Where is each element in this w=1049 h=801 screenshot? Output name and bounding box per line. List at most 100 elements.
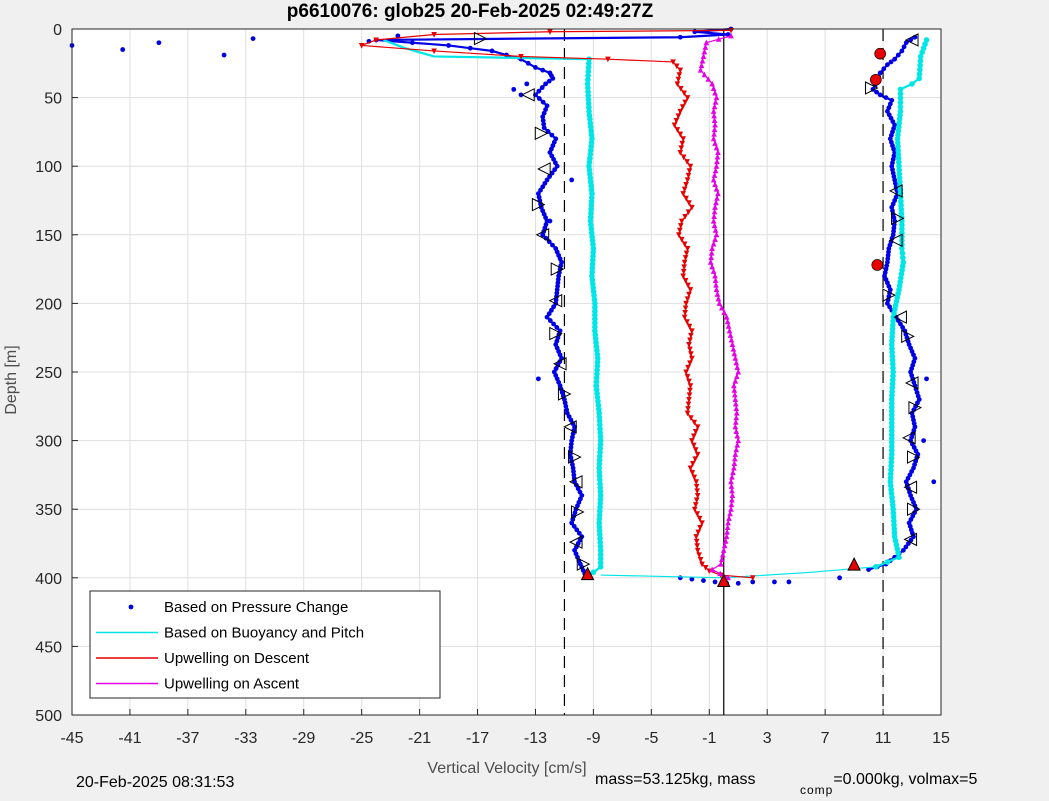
upwelling-descent-point	[431, 48, 437, 55]
upwelling-ascent-point	[711, 112, 717, 119]
axis-ticks: -45 -41 -37 -33 -29 -25 -21 -17 -13 -9 -5 -1 3 7 11 150…	[35, 22, 950, 747]
pressure-point	[701, 578, 706, 583]
upwelling-descent-point	[675, 113, 682, 120]
upwelling-ascent-point	[701, 48, 708, 55]
open-triangle-marker	[893, 310, 907, 324]
upwelling-descent-point	[431, 31, 437, 38]
upwelling-ascent-point	[712, 181, 718, 187]
upwelling-descent-point	[687, 383, 694, 389]
upwelling-descent-point	[682, 278, 689, 284]
upwelling-ascent-point	[713, 94, 720, 101]
open-triangle-marker	[537, 162, 551, 176]
upwelling-descent-point	[684, 246, 691, 252]
pressure-point	[576, 530, 582, 536]
upwelling-ascent-point	[713, 144, 720, 151]
x-tick-label: 15	[932, 730, 950, 747]
pressure-point	[511, 86, 517, 92]
upwelling-ascent-point	[711, 126, 718, 133]
upwelling-descent-point	[687, 163, 694, 170]
x-tick-label: -45	[60, 730, 83, 747]
buoyancy-point	[916, 75, 923, 82]
pressure-point	[540, 67, 546, 73]
open-triangle-marker	[904, 33, 919, 47]
upwelling-descent-point	[670, 59, 676, 66]
upwelling-ascent-point	[712, 277, 719, 284]
pressure-point	[542, 180, 548, 186]
buoyancy-point	[597, 551, 604, 558]
upwelling-descent-point	[694, 488, 701, 495]
upwelling-ascent-point	[715, 149, 721, 155]
upwelling-descent-point	[694, 424, 701, 430]
upwelling-descent-point	[687, 360, 693, 366]
upwelling-ascent-point	[729, 496, 735, 503]
open-triangle-marker	[568, 450, 582, 464]
pressure-point	[901, 44, 907, 50]
pressure-point	[549, 170, 555, 176]
upwelling-descent-point	[682, 310, 688, 316]
open-triangle-marker	[521, 88, 535, 102]
upwelling-ascent-point	[714, 153, 721, 160]
pressure-point	[569, 520, 575, 526]
pressure-point	[543, 235, 549, 241]
upwelling-descent-point	[547, 29, 553, 35]
pressure-point	[881, 66, 887, 72]
open-triangle-marker	[557, 387, 572, 401]
pressure-point	[903, 40, 909, 46]
open-triangle-marker	[576, 557, 591, 571]
open-triangle-marker	[550, 262, 565, 276]
red-triangle-marker	[580, 566, 595, 581]
footer-volmax-text: =0.000kg, volmax=5	[833, 771, 978, 788]
x-tick-label: -9	[586, 730, 600, 747]
upwelling-descent-point	[681, 259, 688, 266]
upwelling-descent-point	[518, 53, 524, 60]
footer-mass-text: mass=53.125kg, mass	[595, 771, 756, 788]
buoyancy-point	[899, 230, 905, 236]
buoyancy-point	[888, 396, 895, 403]
open-triangle-marker	[473, 31, 488, 46]
x-tick-label: -5	[644, 730, 658, 747]
upwelling-ascent-point	[707, 259, 714, 265]
open-triangle-marker	[570, 505, 585, 519]
pressure-point	[924, 376, 929, 382]
upwelling-descent-point	[681, 314, 688, 321]
upwelling-descent-point	[686, 342, 692, 348]
open-triangle-marker	[888, 184, 903, 198]
upwelling-descent-point	[692, 447, 699, 453]
upwelling-ascent-point	[724, 528, 730, 535]
series-upwelling-descent	[358, 27, 756, 581]
upwelling-descent-point	[684, 410, 691, 417]
upwelling-ascent-point	[734, 442, 741, 448]
x-tick-label: -37	[176, 730, 199, 747]
upwelling-ascent-point	[710, 240, 717, 247]
open-triangle-marker	[901, 329, 915, 344]
x-tick-label: -25	[350, 730, 373, 747]
pressure-point	[888, 59, 894, 65]
upwelling-descent-point	[680, 273, 687, 280]
y-axis-label: Depth [m]	[3, 345, 20, 414]
upwelling-descent-point	[685, 209, 692, 216]
pressure-point	[571, 523, 577, 529]
pressure-point	[546, 78, 552, 84]
upwelling-descent-point	[687, 387, 693, 394]
y-tick-label: 250	[35, 365, 62, 382]
x-tick-label: -21	[408, 730, 431, 747]
open-triangle-marker	[552, 356, 567, 371]
upwelling-descent-point	[686, 323, 693, 330]
buoyancy-point	[899, 222, 905, 228]
upwelling-descent-point	[673, 117, 680, 124]
pressure-point	[395, 33, 401, 39]
pressure-point	[887, 101, 893, 107]
buoyancy-point	[597, 564, 604, 570]
pressure-point	[538, 187, 543, 193]
red-circle-marker	[874, 47, 886, 60]
upwelling-ascent-point	[717, 570, 723, 577]
upwelling-descent-point	[691, 419, 698, 426]
pressure-point	[712, 579, 718, 585]
buoyancy-point	[585, 76, 591, 83]
upwelling-descent-point	[680, 136, 687, 142]
upwelling-ascent-point	[734, 432, 741, 439]
buoyancy-point	[897, 86, 904, 93]
upwelling-descent-point	[687, 346, 693, 353]
upwelling-ascent-point	[731, 460, 738, 466]
buoyancy-point	[888, 431, 895, 438]
